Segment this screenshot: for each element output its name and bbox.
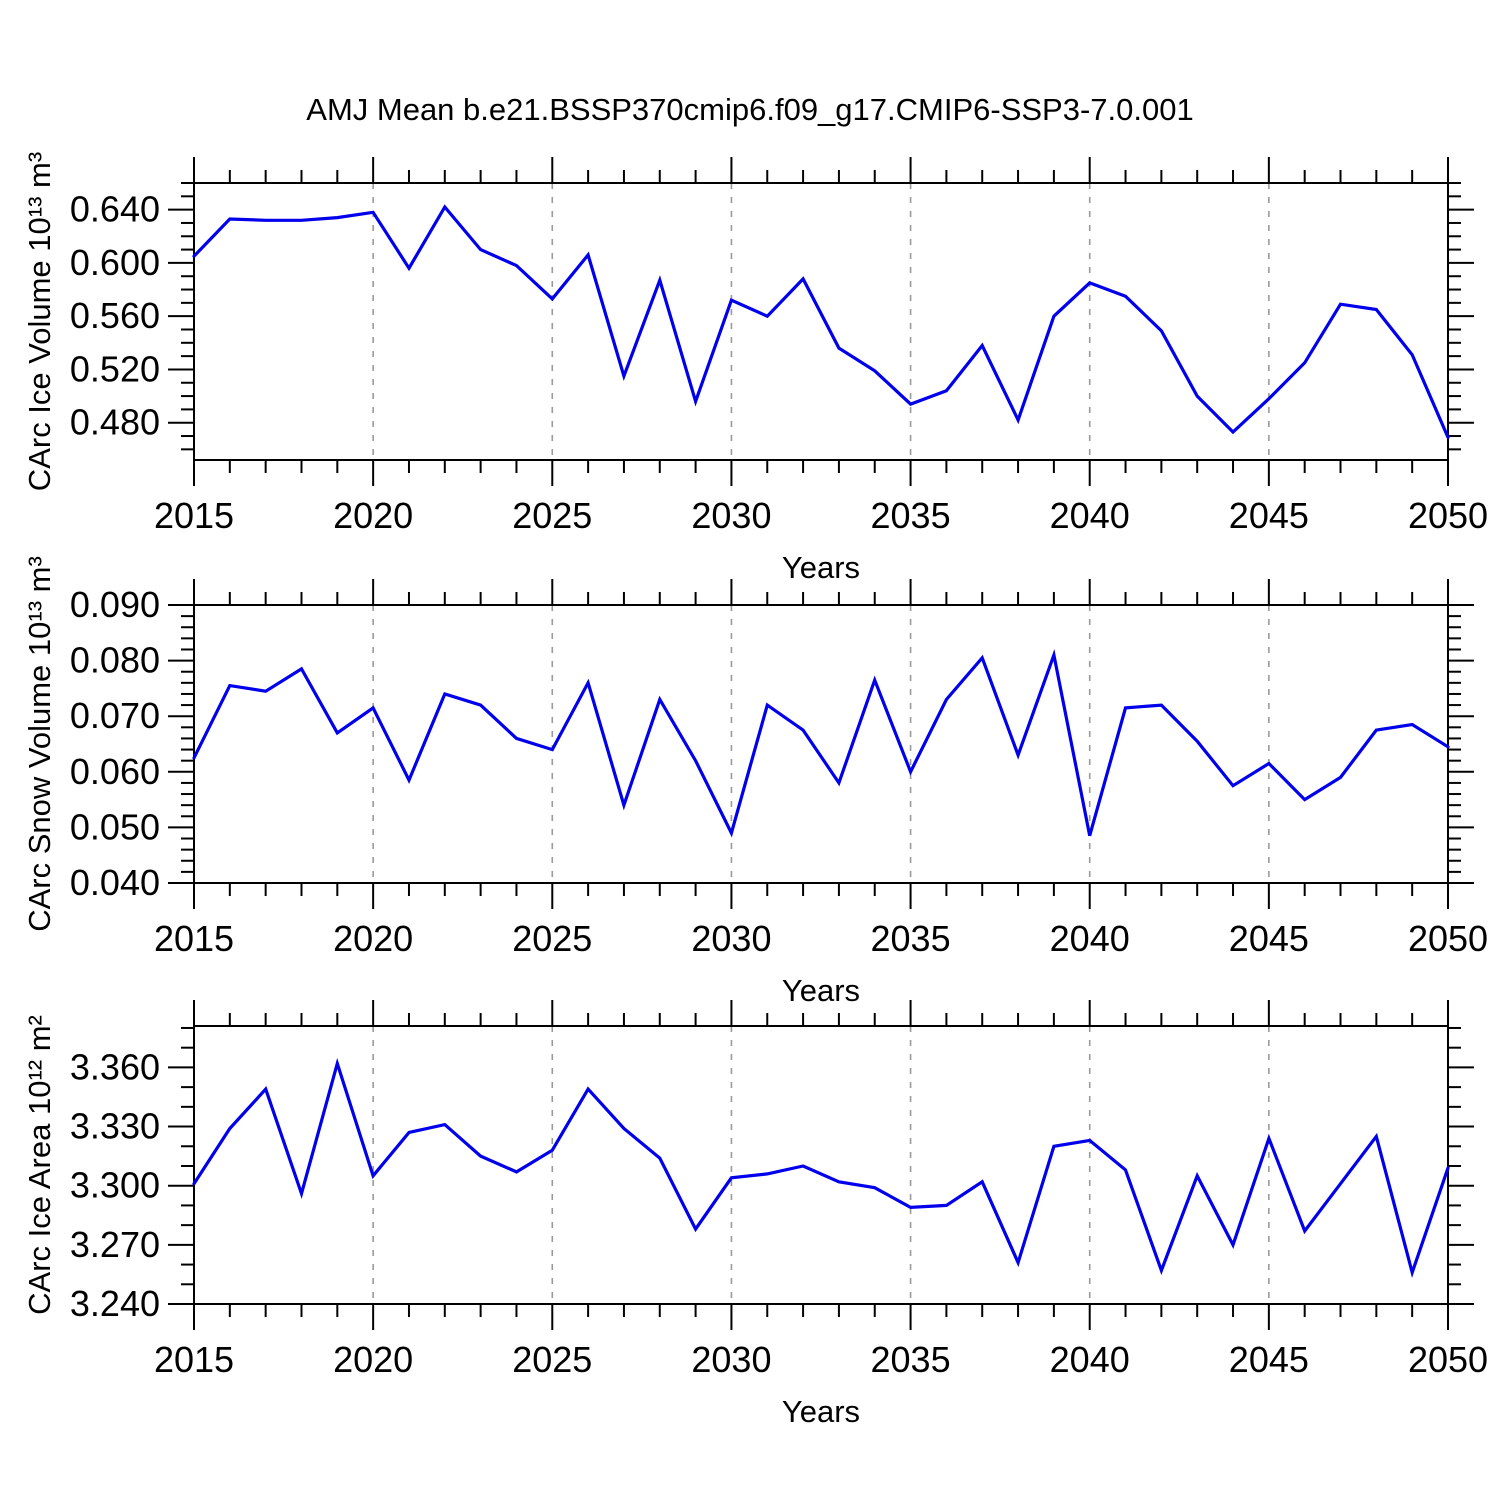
x-tick-label: 2040 [1050,495,1130,536]
x-tick-label: 2045 [1229,495,1309,536]
panel-carc-ice-area: 3.240 3.270 3.300 3.330 3.360 2015 2020 2025 203… [22,1000,1488,1429]
x-tick-label: 2025 [512,495,592,536]
y-tick-label: 0.070 [70,695,160,736]
x-tick-label: 2015 [154,918,234,959]
y-tick-label: 3.300 [70,1165,160,1206]
x-tick-label: 2040 [1050,918,1130,959]
tick-marks [168,157,1474,486]
plot-frame [193,604,1449,884]
y-tick-label: 3.240 [70,1283,160,1324]
x-axis-title: Years [782,973,860,1008]
x-tick-label: 2020 [333,1339,413,1380]
x-tick-label: 2020 [333,918,413,959]
x-tick-label: 2030 [691,495,771,536]
x-tick-label: 2020 [333,495,413,536]
x-tick-label: 2035 [871,918,951,959]
x-tick-label: 2050 [1408,918,1488,959]
x-tick-label: 2030 [691,918,771,959]
x-tick-label: 2050 [1408,495,1488,536]
y-axis-title: CArc Ice Area 10¹² m² [22,1015,57,1315]
data-line [192,204,1450,439]
x-tick-label: 2050 [1408,1339,1488,1380]
panel-carc-ice-volume: 0.480 0.520 0.560 0.600 0.640 2015 2020 2025 203… [22,152,1488,585]
y-tick-label: 3.270 [70,1224,160,1265]
x-tick-label: 2030 [691,1339,771,1380]
y-axis-title: CArc Ice Volume 10¹³ m³ [22,152,57,491]
x-tick-label: 2025 [512,1339,592,1380]
y-tick-label: 3.360 [70,1046,160,1087]
panel-carc-snow-volume: 0.040 0.050 0.060 0.070 0.080 0.090 2015 2020 20… [22,556,1488,1008]
data-line [192,649,1450,838]
y-tick-label: 0.040 [70,862,160,903]
y-axis-title: CArc Snow Volume 10¹³ m³ [22,556,57,932]
data-line [192,1057,1450,1279]
x-tick-label: 2045 [1229,1339,1309,1380]
x-axis-title: Years [782,550,860,585]
x-tick-label: 2040 [1050,1339,1130,1380]
tick-marks [168,1000,1474,1330]
x-tick-label: 2035 [871,1339,951,1380]
y-tick-label: 0.480 [70,402,160,443]
x-tick-label: 2015 [154,1339,234,1380]
figure-title: AMJ Mean b.e21.BSSP370cmip6.f09_g17.CMIP… [306,92,1194,127]
x-tick-label: 2025 [512,918,592,959]
x-tick-label: 2045 [1229,918,1309,959]
y-tick-label: 0.050 [70,806,160,847]
y-tick-label: 0.560 [70,295,160,336]
y-tick-label: 3.330 [70,1106,160,1147]
y-tick-label: 0.600 [70,242,160,283]
x-tick-label: 2015 [154,495,234,536]
x-tick-label: 2035 [871,495,951,536]
plot-frame [193,182,1449,461]
y-tick-label: 0.640 [70,189,160,230]
tick-marks [168,579,1474,909]
y-tick-label: 0.060 [70,751,160,792]
y-tick-label: 0.090 [70,584,160,625]
y-tick-label: 0.080 [70,640,160,681]
x-axis-title: Years [782,1394,860,1429]
y-tick-label: 0.520 [70,348,160,389]
